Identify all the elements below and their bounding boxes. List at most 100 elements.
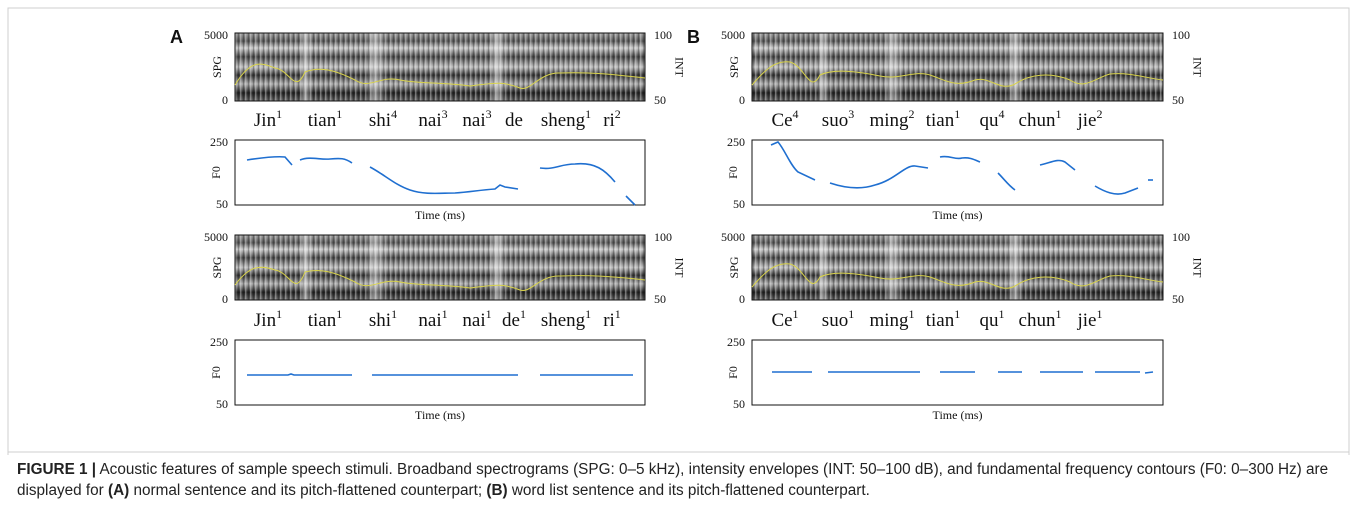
syllable-text: Ce (771, 310, 792, 331)
syllable: chun1 (1019, 107, 1062, 132)
spectrogram-frame (234, 234, 646, 301)
y-axis-label: F0 (726, 366, 740, 379)
syllable: qu4 (980, 107, 1005, 132)
syllable-text: qu (980, 110, 1000, 131)
tone-mark: 1 (1055, 107, 1061, 121)
y-tick-label: 5000 (204, 230, 228, 244)
syllable-text: ri (603, 310, 615, 331)
f0-contour (1039, 159, 1076, 171)
syllable-text: suo (822, 110, 848, 131)
spectrogram-gaps (752, 33, 1163, 101)
syllable-text: qu (980, 310, 1000, 331)
y2-tick-label: 100 (654, 230, 672, 244)
y-tick-label: 5000 (721, 230, 745, 244)
syllable-text: shi (369, 110, 391, 131)
syllable-text: tian (926, 310, 955, 331)
tone-mark: 4 (391, 107, 397, 121)
y-axis-label: F0 (726, 166, 740, 179)
caption: FIGURE 1 | Acoustic features of sample s… (17, 459, 1342, 501)
tone-mark: 1 (999, 307, 1005, 321)
syllable-text: suo (822, 310, 848, 331)
syllable-text: nai (462, 310, 485, 331)
syllable: nai1 (418, 307, 447, 332)
syllable-text: nai (462, 110, 485, 131)
syllable-text: ming (869, 110, 909, 131)
syllable-text: nai (418, 310, 441, 331)
tone-mark: 2 (1097, 107, 1103, 121)
syllable-text: shi (369, 310, 391, 331)
tone-mark: 1 (336, 107, 342, 121)
syllable: Jin1 (254, 107, 282, 132)
f0-contour (625, 195, 636, 206)
intensity-envelope (751, 263, 1164, 289)
syllable: Ce1 (771, 307, 798, 332)
tone-mark: 1 (585, 307, 591, 321)
syllable-text: de (502, 310, 520, 331)
syllable-text: chun (1019, 110, 1056, 131)
syllable-text: sheng (541, 110, 586, 131)
y-axis-label: SPG (727, 256, 741, 278)
syllable: suo1 (822, 307, 854, 332)
syllable: ri1 (603, 307, 621, 332)
y-tick-label: 5000 (204, 28, 228, 42)
panel-a-contours (234, 63, 646, 376)
syllable: ming2 (869, 107, 914, 132)
tone-mark: 1 (793, 307, 799, 321)
tone-mark: 4 (999, 107, 1005, 121)
panel-label: A (170, 27, 183, 47)
y-axis-label: SPG (727, 56, 741, 78)
y-tick-label: 250 (727, 135, 745, 149)
y2-tick-label: 100 (1172, 28, 1190, 42)
caption-text: Acoustic features of sample speech stimu… (17, 461, 1329, 499)
y-tick-label: 0 (222, 93, 228, 107)
y-tick-label: 250 (210, 135, 228, 149)
syllable: shi4 (369, 107, 397, 132)
syllable-text: ri (603, 110, 615, 131)
y2-tick-label: 50 (654, 93, 666, 107)
caption-text: word list sentence and its pitch-flatten… (507, 482, 870, 499)
y-tick-label: 0 (739, 93, 745, 107)
tone-mark: 1 (486, 307, 492, 321)
caption-text: normal sentence and its pitch-flattened … (129, 482, 487, 499)
syllable: jie1 (1077, 307, 1103, 332)
syllable-text: ming (869, 310, 909, 331)
y-tick-label: 5000 (721, 28, 745, 42)
f0-contour (939, 155, 981, 163)
tone-mark: 1 (276, 307, 282, 321)
syllable-text: Ce (771, 110, 792, 131)
y2-axis-label: INT (672, 258, 686, 279)
f0-contour (539, 162, 616, 183)
y-axis-label: F0 (209, 166, 223, 179)
f0-frame (751, 339, 1164, 406)
caption-ref: (B) (486, 482, 508, 499)
syllable: sheng1 (541, 107, 591, 132)
y2-tick-label: 50 (654, 292, 666, 306)
syllable: ri2 (603, 107, 621, 132)
spectrogram-gaps (235, 33, 645, 101)
syllable: Jin1 (254, 307, 282, 332)
syllable: jie2 (1077, 107, 1103, 132)
syllable-text: de (505, 110, 523, 131)
f0-contour (369, 166, 519, 195)
tone-mark: 1 (954, 307, 960, 321)
y-tick-label: 50 (216, 397, 228, 411)
tone-mark: 2 (615, 107, 621, 121)
y2-axis-label: INT (1190, 57, 1204, 78)
f0-contour (772, 371, 1154, 374)
y2-axis-label: INT (672, 57, 686, 78)
caption-ref: (A) (107, 482, 130, 499)
y2-axis-label: INT (1190, 258, 1204, 279)
f0-contour (246, 155, 293, 166)
tone-mark: 1 (848, 307, 854, 321)
tone-mark: 3 (848, 107, 854, 121)
tone-mark: 4 (793, 107, 799, 121)
y2-tick-label: 100 (1172, 230, 1190, 244)
intensity-envelope (234, 266, 646, 292)
x-axis-label: Time (ms) (933, 408, 983, 422)
syllable: Ce4 (771, 107, 798, 132)
x-axis-label: Time (ms) (415, 408, 465, 422)
syllable: shi1 (369, 307, 397, 332)
intensity-envelope (751, 61, 1164, 87)
syllable: de1 (502, 307, 526, 332)
